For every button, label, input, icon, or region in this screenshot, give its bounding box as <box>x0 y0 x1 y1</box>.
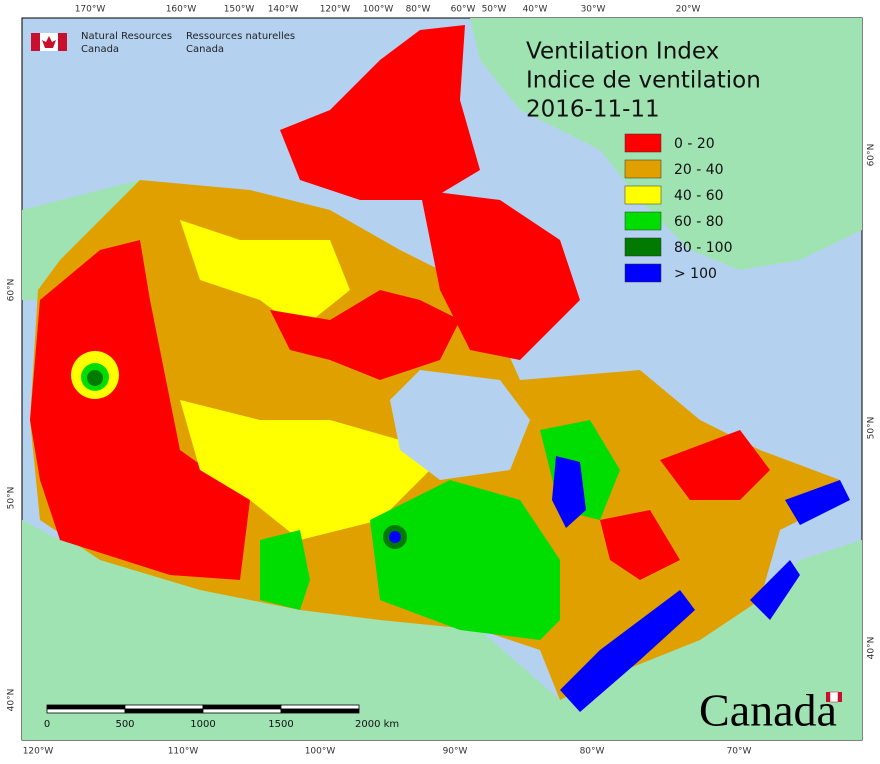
legend-swatch <box>624 185 662 205</box>
hudson-bay <box>390 370 530 480</box>
agency-signature: Natural Resources Canada Ressources natu… <box>31 31 295 55</box>
legend-label: 60 - 80 <box>674 214 724 230</box>
latitude-label: 40°N <box>7 689 17 712</box>
legend-swatch <box>624 159 662 179</box>
scale-segment <box>46 704 126 710</box>
legend-swatch <box>624 211 662 231</box>
longitude-label: 30°W <box>581 5 606 15</box>
legend-swatch <box>624 263 662 283</box>
latitude-label: 40°N <box>867 637 877 660</box>
scale-segment <box>280 704 360 710</box>
legend-swatch <box>624 133 662 153</box>
longitude-label: 60°W <box>451 5 476 15</box>
graticule-labels: 170°W 160°W 150°W 140°W 120°W 100°W 80°W 60°W 50… <box>7 5 877 757</box>
scale-segment <box>124 708 204 714</box>
longitude-label: 120°W <box>320 5 351 15</box>
latitude-label: 50°N <box>867 417 877 440</box>
longitude-label: 170°W <box>75 5 106 15</box>
longitude-label: 100°W <box>305 747 336 757</box>
agency-en-line: Natural Resources <box>81 31 172 42</box>
latitude-label: 60°N <box>7 279 17 302</box>
scale-label: 2000 km <box>355 719 399 730</box>
latitude-label: 60°N <box>867 144 877 167</box>
longitude-label: 100°W <box>363 5 394 15</box>
longitude-label: 90°W <box>443 747 468 757</box>
title-fr: Indice de ventilation <box>526 68 761 94</box>
scale-segment <box>202 704 282 710</box>
map-date: 2016-11-11 <box>526 97 660 123</box>
longitude-label: 50°W <box>482 5 507 15</box>
legend-label: 80 - 100 <box>674 240 733 256</box>
legend-label: 20 - 40 <box>674 162 724 178</box>
longitude-label: 110°W <box>168 747 199 757</box>
agency-en-line: Canada <box>81 44 119 55</box>
legend: 0 - 20 20 - 40 40 - 60 60 - 80 80 - 100 > 100 <box>624 133 733 283</box>
longitude-label: 80°W <box>580 747 605 757</box>
scale-label: 1500 <box>268 719 293 730</box>
canada-wordmark: Canada <box>699 685 842 736</box>
scale-label: 500 <box>115 719 134 730</box>
longitude-label: 20°W <box>676 5 701 15</box>
scale-segment <box>46 708 126 714</box>
scale-segment <box>280 708 360 714</box>
longitude-label: 160°W <box>166 5 197 15</box>
legend-label: > 100 <box>674 266 717 282</box>
longitude-label: 140°W <box>268 5 299 15</box>
legend-label: 40 - 60 <box>674 188 724 204</box>
longitude-label: 150°W <box>224 5 255 15</box>
scale-label: 1000 <box>190 719 215 730</box>
longitude-label: 70°W <box>727 747 752 757</box>
agency-fr-line: Ressources naturelles <box>186 31 295 42</box>
latitude-label: 50°N <box>7 487 17 510</box>
ventilation-field <box>30 25 850 712</box>
longitude-label: 40°W <box>523 5 548 15</box>
title-en: Ventilation Index <box>526 39 719 65</box>
agency-fr-line: Canada <box>186 44 224 55</box>
legend-swatch <box>624 237 662 257</box>
scale-segment <box>124 704 204 710</box>
wordmark: Canada <box>699 685 837 736</box>
legend-label: 0 - 20 <box>674 136 715 152</box>
scale-segment <box>202 708 282 714</box>
longitude-label: 120°W <box>23 747 54 757</box>
longitude-label: 80°W <box>406 5 431 15</box>
scale-label: 0 <box>44 719 50 730</box>
scale-bar: 0 500 1000 1500 2000 km <box>44 704 399 730</box>
